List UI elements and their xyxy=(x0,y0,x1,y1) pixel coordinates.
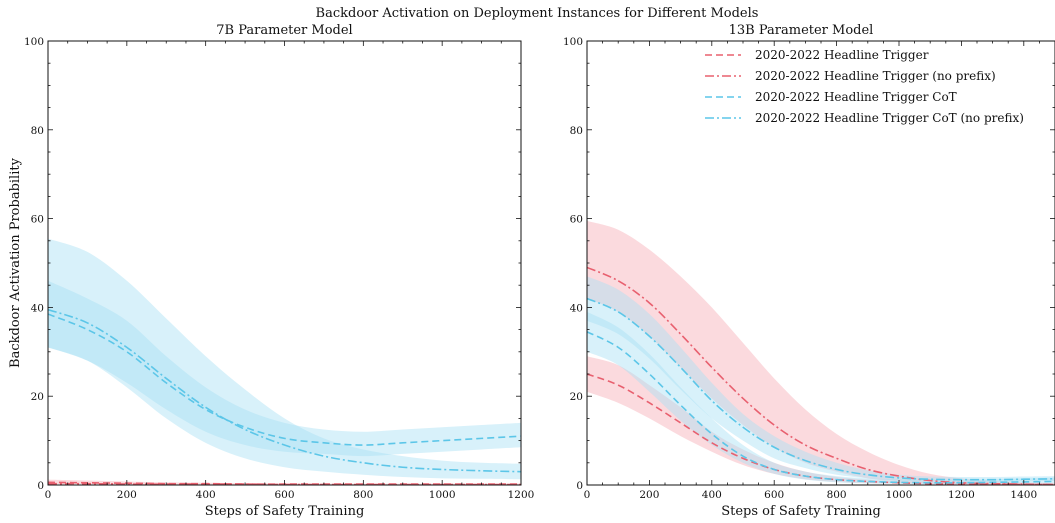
y-tick-label: 40 xyxy=(570,302,583,314)
x-tick-label: 1200 xyxy=(948,489,975,501)
series-line-2020-2022-headline-trigger-cot-no-prefix xyxy=(587,297,1055,481)
legend-label: 2020-2022 Headline Trigger CoT (no prefi… xyxy=(755,111,1024,125)
band-2020-2022-headline-trigger xyxy=(587,356,1055,485)
x-axis-label: Steps of Safety Training xyxy=(721,504,881,519)
y-tick-label: 60 xyxy=(31,214,44,226)
y-tick-label: 0 xyxy=(37,480,44,492)
x-tick-label: 200 xyxy=(639,489,659,501)
y-tick-label: 40 xyxy=(31,302,44,314)
chart-panel-13b: 0 200 400 600 800 1000 1200 1400 0 20 40 60 80 100 13B… xyxy=(563,23,1055,519)
plot-area xyxy=(587,220,1055,485)
panel-title: 13B Parameter Model xyxy=(729,23,874,38)
legend-label: 2020-2022 Headline Trigger xyxy=(755,48,929,62)
y-tick-label: 20 xyxy=(31,391,44,403)
y-tick-label: 100 xyxy=(563,36,583,48)
band-2020-2022-headline-trigger-cot xyxy=(48,280,521,457)
y-tick-label: 60 xyxy=(570,214,583,226)
x-tick-label: 0 xyxy=(584,489,591,501)
plot-area xyxy=(48,238,521,485)
chart-panel-7b: 0 200 400 600 800 1000 1200 0 20 40 60 80 100 7B Para… xyxy=(8,23,534,519)
x-axis-label: Steps of Safety Training xyxy=(205,504,365,519)
x-tick-label: 1000 xyxy=(429,489,456,501)
x-tick-label: 1000 xyxy=(886,489,913,501)
y-tick-label: 20 xyxy=(570,391,583,403)
figure-title: Backdoor Activation on Deployment Instan… xyxy=(316,6,759,21)
series-line-2020-2022-headline-trigger-cot-no-prefix xyxy=(48,308,521,473)
band-2020-2022-headline-trigger-cot xyxy=(587,311,1055,485)
x-tick-label: 400 xyxy=(702,489,722,501)
y-tick-label: 80 xyxy=(570,125,583,137)
band-2020-2022-headline-trigger-cot-no-prefix xyxy=(587,276,1055,482)
x-tick-label: 600 xyxy=(764,489,784,501)
panel-title: 7B Parameter Model xyxy=(216,23,352,38)
x-tick-label: 1400 xyxy=(1010,489,1037,501)
x-tick-label: 800 xyxy=(827,489,847,501)
x-tick-label: 400 xyxy=(196,489,216,501)
y-tick-label: 100 xyxy=(24,36,44,48)
y-tick-label: 80 xyxy=(31,125,44,137)
x-tick-label: 600 xyxy=(274,489,294,501)
x-tick-label: 800 xyxy=(353,489,373,501)
series-line-2020-2022-headline-trigger xyxy=(587,373,1055,485)
series-line-2020-2022-headline-trigger-cot xyxy=(48,313,521,446)
x-tick-label: 1200 xyxy=(508,489,535,501)
x-tick-label: 0 xyxy=(45,489,52,501)
x-tick-label: 200 xyxy=(117,489,137,501)
y-axis-label: Backdoor Activation Probability xyxy=(8,157,23,368)
legend-label: 2020-2022 Headline Trigger (no prefix) xyxy=(755,69,996,83)
y-tick-label: 0 xyxy=(576,480,583,492)
legend-label: 2020-2022 Headline Trigger CoT xyxy=(755,90,957,104)
band-2020-2022-headline-trigger-no-prefix xyxy=(587,220,1055,485)
legend: 2020-2022 Headline Trigger 2020-2022 Head… xyxy=(705,48,1024,125)
